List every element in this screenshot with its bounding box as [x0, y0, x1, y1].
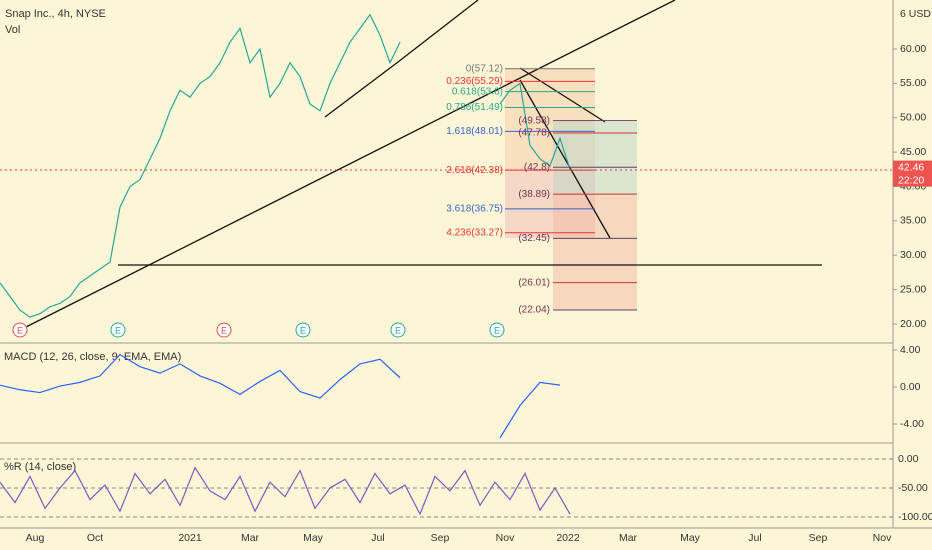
time-label: Jul [748, 532, 761, 544]
fib-label: (22.04) [518, 305, 550, 316]
dynamic: 60.0055.0050.0045.0040.0035.0030.0025.00… [0, 13, 932, 544]
volume-label: Vol [5, 24, 20, 36]
earnings-marker [390, 322, 406, 338]
price-tick-label: 30.00 [900, 249, 926, 261]
earnings-marker [489, 322, 505, 338]
rsi-tick-label: -50.00 [898, 482, 928, 494]
fib-label: 0(57.12) [466, 63, 503, 74]
trend-lines [19, 0, 822, 331]
price-tick-label: 45.00 [900, 146, 926, 158]
macd-title: MACD (12, 26, close, 9, EMA, EMA) [4, 351, 181, 363]
fib-label: (38.89) [518, 189, 550, 200]
earnings-marker [12, 322, 28, 338]
price-tick-label: 50.00 [900, 112, 926, 124]
fib-label: (26.01) [518, 277, 550, 288]
macd-tick-label: 4.00 [900, 344, 921, 356]
last-price: 42.46 [898, 161, 924, 173]
fib-label: 1.618(48.01) [446, 126, 503, 137]
time-label: Sep [809, 532, 828, 544]
price-tick-label: 25.00 [900, 283, 926, 295]
earnings-marker [295, 322, 311, 338]
fib-label: 0.236(55.29) [446, 76, 503, 87]
time-label: Aug [26, 532, 45, 544]
rsi-title: %R (14, close) [4, 461, 76, 473]
rsi-line [0, 466, 571, 516]
fib-label: (32.45) [518, 233, 550, 244]
time-label: Jul [371, 532, 384, 544]
fib-label: 0.786(51.49) [446, 102, 503, 113]
symbol-title: Snap Inc., 4h, NYSE [5, 8, 106, 20]
unit-label: 6 USD [900, 8, 931, 20]
fib-label: (47.78) [518, 128, 550, 139]
fib-label: 2.618(42.38) [446, 165, 503, 176]
time-label: Nov [873, 532, 892, 544]
macd-line [0, 353, 561, 439]
time-label: 2022 [556, 532, 580, 544]
macd-tick-label: -4.00 [900, 418, 924, 430]
time-label: May [303, 532, 324, 544]
earnings-letter: E [494, 325, 500, 335]
price-line [0, 13, 571, 318]
fib-label: (42.8) [524, 162, 550, 173]
time-label: 2021 [178, 532, 202, 544]
earnings-letter: E [115, 325, 121, 335]
earnings-letter: E [221, 325, 227, 335]
time-label: Oct [87, 532, 103, 544]
last-time: 22:20 [898, 174, 924, 186]
time-label: Sep [431, 532, 450, 544]
macd-tick-label: 0.00 [900, 381, 921, 393]
rsi-tick-label: -100.00 [898, 511, 932, 523]
earnings-marker [216, 322, 232, 338]
rsi-tick-label: 0.00 [898, 453, 919, 465]
fib-label: 0.618(53.8) [452, 86, 503, 97]
price-tick-label: 20.00 [900, 318, 926, 330]
price-tick-label: 55.00 [900, 77, 926, 89]
earnings-letter: E [300, 325, 306, 335]
last-price-tag [893, 160, 932, 187]
fib-label: (49.58) [518, 115, 550, 126]
time-label: May [680, 532, 701, 544]
fib-label: 3.618(36.75) [446, 203, 503, 214]
price-tick-label: 60.00 [900, 43, 926, 55]
earnings-marker [110, 322, 126, 338]
earnings-letter: E [395, 325, 401, 335]
price-tick-label: 35.00 [900, 215, 926, 227]
time-label: Mar [619, 532, 638, 544]
time-label: Nov [496, 532, 515, 544]
earnings-letter: E [17, 325, 23, 335]
fib-label: 4.236(33.27) [446, 227, 503, 238]
fib-zones [505, 68, 637, 310]
time-label: Mar [241, 532, 260, 544]
